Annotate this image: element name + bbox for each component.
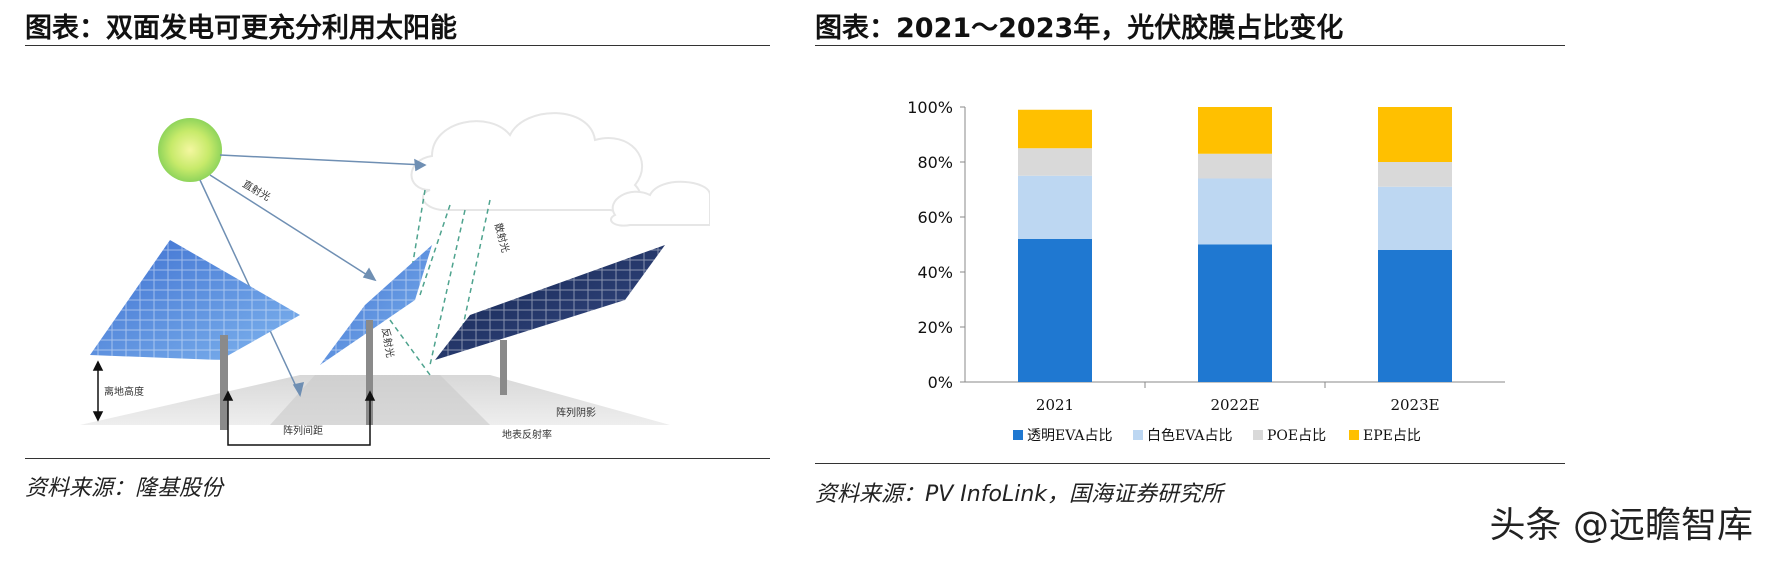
left-panel-title: 图表：双面发电可更充分利用太阳能 <box>25 13 457 44</box>
spacing-marker <box>222 390 376 446</box>
bar-segment <box>1018 239 1092 382</box>
y-tick-label: 80% <box>917 153 953 172</box>
y-tick-label: 60% <box>917 208 953 227</box>
sun-icon <box>158 118 222 182</box>
bar-segment <box>1018 148 1092 176</box>
right-panel-title: 图表：2021～2023年，光伏胶膜占比变化 <box>815 13 1344 44</box>
label-row-spacing: 阵列间距 <box>283 426 323 437</box>
label-ground-reflectance: 地表反射率 <box>502 430 552 441</box>
left-title-rule <box>25 45 770 46</box>
legend-swatch <box>1133 430 1143 440</box>
right-source: 资料来源：PV InfoLink，国海证券研究所 <box>815 482 1223 507</box>
label-ground-height: 离地高度 <box>104 387 144 398</box>
panel-post-left <box>220 335 228 430</box>
y-tick-label: 0% <box>928 373 953 392</box>
bar-segment <box>1378 107 1452 162</box>
bar-segment <box>1198 244 1272 382</box>
legend-swatch <box>1253 430 1263 440</box>
x-tick-label: 2022E <box>1210 396 1259 414</box>
legend-label: EPE占比 <box>1363 428 1421 444</box>
height-marker <box>92 360 104 422</box>
bar-segment <box>1198 153 1272 179</box>
bar-segment <box>1378 162 1452 187</box>
y-tick-label: 40% <box>917 263 953 282</box>
bar-segment <box>1018 109 1092 149</box>
left-source: 资料来源：隆基股份 <box>25 476 224 501</box>
panel-post-right <box>500 340 507 395</box>
legend-swatch <box>1013 430 1023 440</box>
watermark: 头条 @远瞻智库 <box>1489 505 1753 546</box>
legend-label: POE占比 <box>1267 428 1326 444</box>
y-tick-label: 100% <box>907 98 953 117</box>
legend-swatch <box>1349 430 1359 440</box>
bar-segment <box>1018 175 1092 239</box>
bar-segment <box>1198 107 1272 154</box>
right-title-rule <box>815 45 1565 46</box>
stacked-bar-chart: 0% 20% 40% 60% 80% 100% 2021 2022E 2023E 透明EVA占比 白… <box>907 98 1505 444</box>
x-tick-label: 2023E <box>1390 396 1439 414</box>
bifacial-diagram <box>80 112 711 446</box>
legend-label: 白色EVA占比 <box>1147 427 1233 444</box>
bifacial-illustration: 直射光 散射光 反射光 离地高度 阵列间距 地表反射率 阵列阴影 <box>70 90 711 454</box>
direct-light-rays <box>199 154 427 397</box>
x-tick-label: 2021 <box>1036 396 1074 414</box>
bar-segment <box>1378 250 1452 382</box>
cloud-icon <box>410 112 711 227</box>
left-source-rule <box>25 458 770 459</box>
bar-segment <box>1198 178 1272 245</box>
bar-segment <box>1378 186 1452 250</box>
panel-post-middle <box>366 320 373 425</box>
legend-label: 透明EVA占比 <box>1027 428 1113 444</box>
y-tick-label: 20% <box>917 318 953 337</box>
label-array-shadow: 阵列阴影 <box>556 408 596 419</box>
right-source-rule <box>815 463 1565 464</box>
